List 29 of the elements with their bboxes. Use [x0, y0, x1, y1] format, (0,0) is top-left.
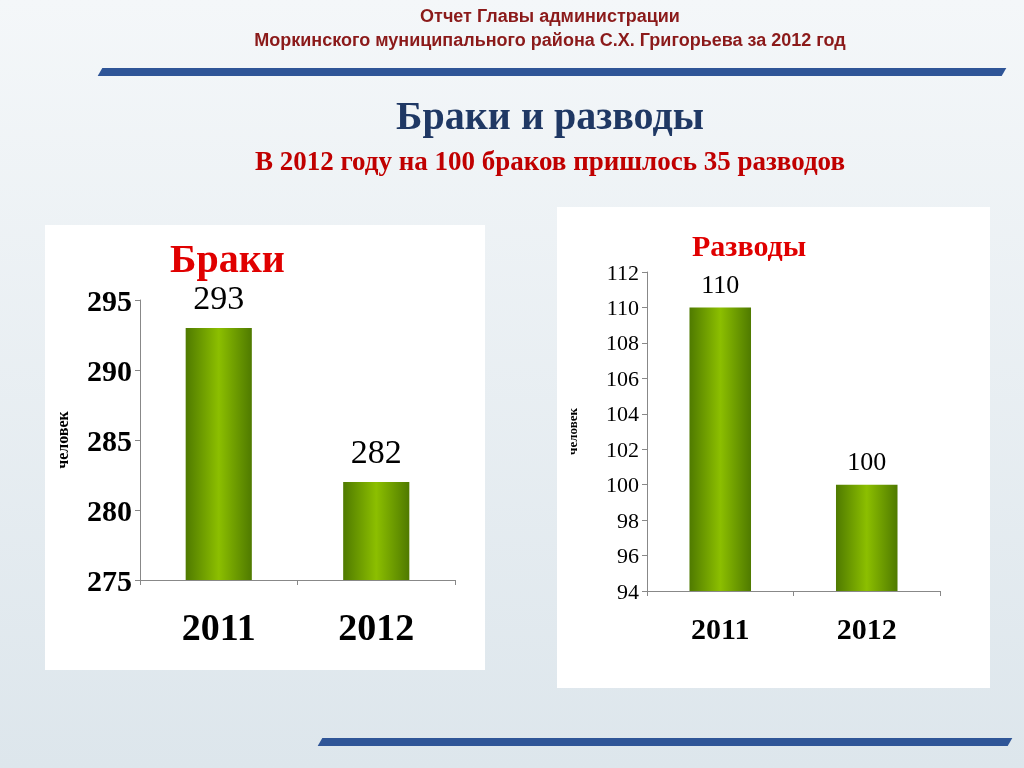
- text: Моркинского муниципального района С.Х. Григорьева за 2012 год: [253, 30, 847, 51]
- y-tick-label: 94: [617, 578, 639, 604]
- y-axis-title: человек: [53, 410, 71, 469]
- y-tick-label: 106: [606, 365, 639, 391]
- text: В 2012 году на 100 браков пришлось 35 разводов: [253, 146, 846, 177]
- x-tick-label: 2012: [338, 606, 415, 648]
- y-tick-label: 290: [87, 353, 132, 387]
- text: Отчет Главы администрации: [419, 6, 681, 27]
- y-tick-label: 98: [617, 507, 639, 533]
- y-tick-label: 275: [87, 563, 132, 597]
- chart-title: Разводы: [692, 228, 807, 262]
- x-tick-label: 2011: [691, 611, 750, 645]
- y-tick-label: 285: [87, 423, 132, 457]
- y-tick-label: 108: [606, 330, 639, 356]
- y-tick-label: 110: [606, 294, 639, 320]
- y-axis-title: человек: [565, 407, 580, 455]
- y-tick-label: 112: [606, 259, 639, 285]
- y-tick-label: 100: [606, 472, 639, 498]
- data-label: 100: [847, 447, 887, 477]
- data-label: 110: [701, 269, 740, 299]
- y-tick-label: 280: [87, 493, 132, 527]
- data-label: 282: [350, 432, 402, 470]
- y-tick-label: 102: [606, 436, 639, 462]
- x-tick-label: 2012: [836, 611, 897, 645]
- x-tick-label: 2011: [181, 606, 256, 648]
- text: Браки и разводы: [395, 92, 705, 139]
- y-tick-label: 104: [606, 401, 639, 427]
- y-tick-label: 295: [87, 283, 132, 317]
- y-tick-label: 96: [617, 543, 639, 569]
